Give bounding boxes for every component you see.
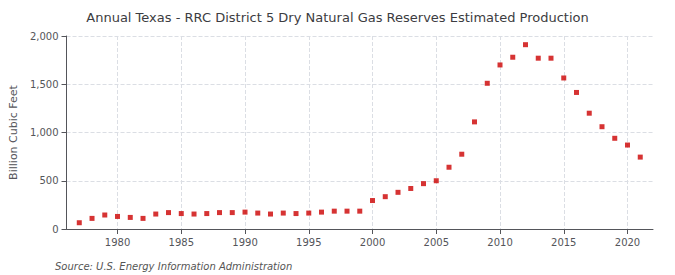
svg-text:2015: 2015 xyxy=(551,237,576,248)
svg-text:1990: 1990 xyxy=(232,237,257,248)
svg-text:1985: 1985 xyxy=(169,237,194,248)
svg-text:1,000: 1,000 xyxy=(30,127,59,138)
svg-text:2000: 2000 xyxy=(360,237,385,248)
svg-text:1,500: 1,500 xyxy=(30,79,59,90)
svg-text:2005: 2005 xyxy=(424,237,449,248)
svg-text:500: 500 xyxy=(39,175,58,186)
svg-text:Billion Cubic Feet: Billion Cubic Feet xyxy=(7,84,20,179)
svg-text:1980: 1980 xyxy=(105,237,130,248)
svg-text:Source: U.S. Energy Informatio: Source: U.S. Energy Information Administ… xyxy=(55,261,292,272)
svg-text:Annual Texas - RRC District 5: Annual Texas - RRC District 5 Dry Natura… xyxy=(86,10,588,25)
svg-text:2,000: 2,000 xyxy=(30,31,59,42)
svg-text:2010: 2010 xyxy=(487,237,512,248)
svg-text:0: 0 xyxy=(52,224,58,235)
svg-text:1995: 1995 xyxy=(296,237,321,248)
svg-text:2020: 2020 xyxy=(615,237,640,248)
